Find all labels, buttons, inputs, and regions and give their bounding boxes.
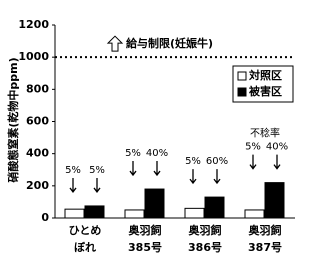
annotation: 5% <box>245 142 261 153</box>
y-tick-label: 400 <box>26 147 49 160</box>
legend-label: 対照区 <box>248 68 282 82</box>
annotation: 40% <box>266 142 288 153</box>
annotation-arrow <box>69 177 77 194</box>
legend-label: 被害区 <box>249 84 282 98</box>
x-tick-label: 奥羽飼 385号 <box>128 223 162 254</box>
chart: 硝酸態窒素(乾物中ppm) 0 200 400 600 800 1000 1200 給与制限(… <box>6 18 295 254</box>
x-tick-label: 奥羽飼 386号 <box>188 223 222 254</box>
annotation: 5% <box>89 165 105 176</box>
annotation-arrow <box>249 154 257 170</box>
annotation-arrow <box>273 154 281 170</box>
annotation-arrow <box>93 177 101 194</box>
annotation: 60% <box>206 156 228 167</box>
bar <box>204 196 225 219</box>
x-tick-label: ひとめぼれ <box>69 224 102 254</box>
x-tick-label: 奥羽飼 387号 <box>248 223 282 254</box>
legend-swatch <box>237 87 247 97</box>
reference-arrow <box>106 35 124 52</box>
bar <box>124 209 145 219</box>
y-tick-label: 1200 <box>18 18 49 31</box>
annotation-arrow <box>189 169 197 185</box>
legend-swatch <box>237 71 247 81</box>
bar <box>184 207 205 219</box>
y-tick-label: 1000 <box>18 50 49 63</box>
bar <box>244 209 265 219</box>
y-tick-label: 600 <box>26 115 49 128</box>
bar <box>64 208 85 219</box>
annotation: 5% <box>185 156 201 167</box>
bar <box>84 205 105 219</box>
annotation: 40% <box>146 148 168 159</box>
annotation-arrow <box>153 161 161 177</box>
annotation-arrow <box>213 169 221 185</box>
y-axis-label: 硝酸態窒素(乾物中ppm) <box>6 57 20 182</box>
annotation-title: 不稔率 <box>250 127 280 140</box>
annotation: 5% <box>65 165 81 176</box>
bar <box>144 188 165 219</box>
bar <box>264 182 285 219</box>
reference-label: 給与制限(妊娠牛) <box>126 36 213 50</box>
y-tick-label: 800 <box>26 82 49 95</box>
annotation-arrow <box>129 161 137 177</box>
y-tick-label: 200 <box>26 179 49 192</box>
y-tick-label: 0 <box>41 211 49 224</box>
annotation: 5% <box>125 148 141 159</box>
